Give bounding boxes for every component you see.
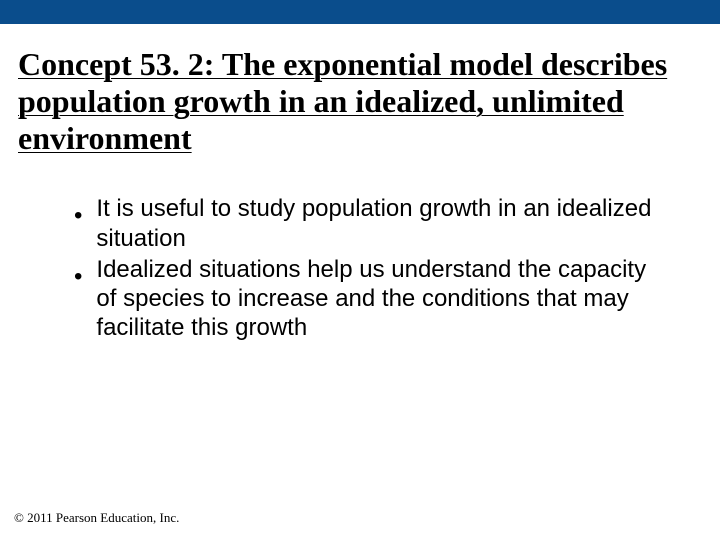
bullet-text: It is useful to study population growth … [96, 194, 672, 253]
bullet-list: • It is useful to study population growt… [18, 194, 702, 342]
bullet-marker: • [74, 265, 82, 289]
copyright-footer: © 2011 Pearson Education, Inc. [14, 510, 179, 526]
list-item: • Idealized situations help us understan… [74, 255, 672, 343]
slide-title: Concept 53. 2: The exponential model des… [18, 46, 702, 156]
bullet-text: Idealized situations help us understand … [96, 255, 672, 343]
bullet-marker: • [74, 204, 82, 228]
list-item: • It is useful to study population growt… [74, 194, 672, 253]
slide-content: Concept 53. 2: The exponential model des… [0, 24, 720, 343]
top-accent-bar [0, 0, 720, 24]
